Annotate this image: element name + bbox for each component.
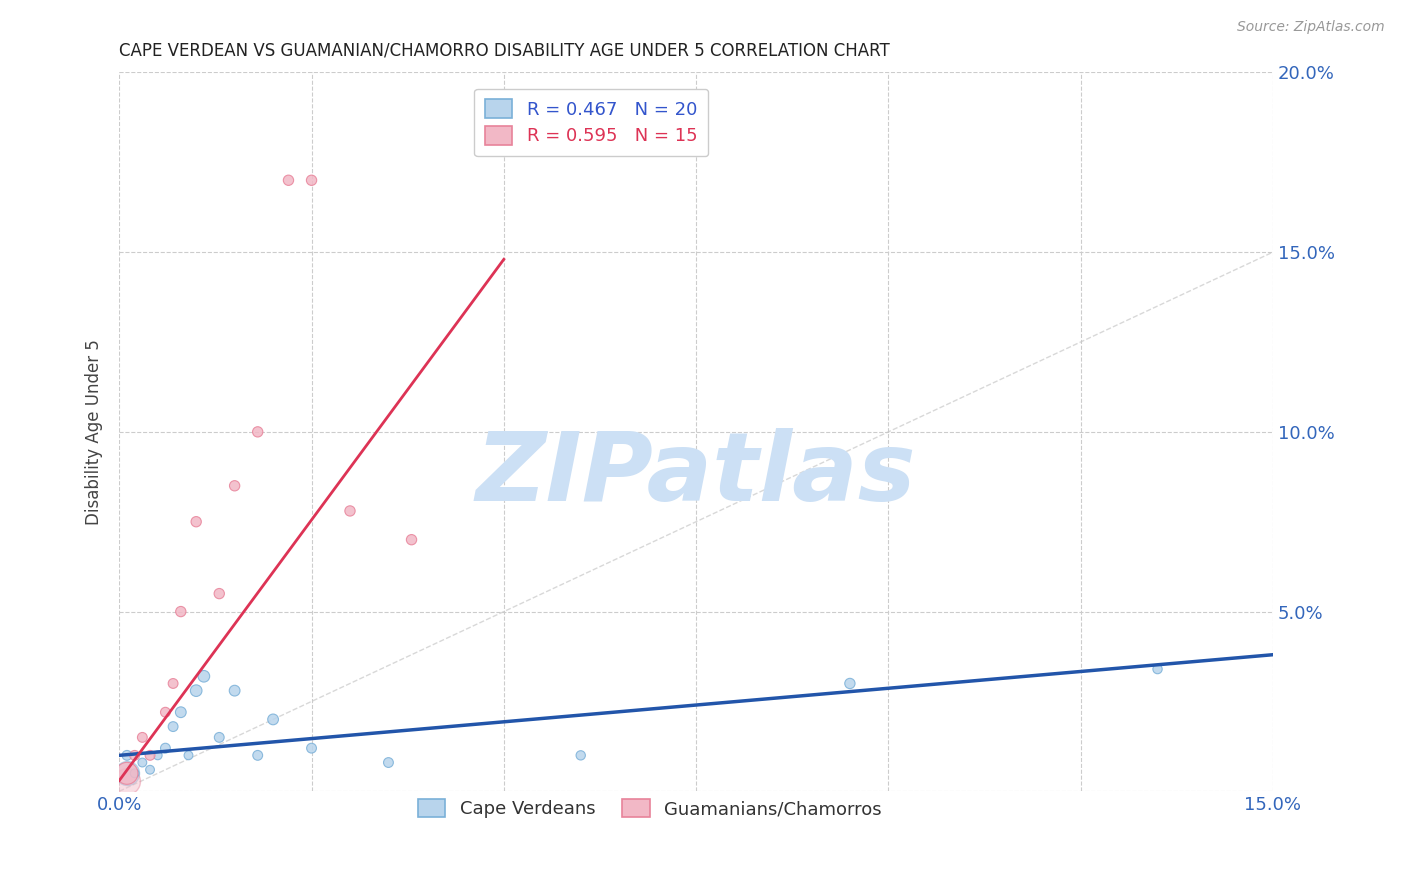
Point (115, 766, 138, 780)
Point (569, 748, 592, 763)
Text: Source: ZipAtlas.com: Source: ZipAtlas.com (1237, 20, 1385, 34)
Point (139, 763, 162, 777)
Point (115, 748, 138, 763)
Point (170, 605, 193, 619)
Point (186, 515, 208, 529)
Point (262, 713, 284, 727)
Point (155, 705, 177, 719)
Point (155, 741, 177, 756)
Point (193, 669, 215, 683)
Point (224, 683, 246, 698)
Point (139, 748, 162, 763)
Point (208, 731, 231, 745)
Point (115, 766, 138, 780)
Text: CAPE VERDEAN VS GUAMANIAN/CHAMORRO DISABILITY AGE UNDER 5 CORRELATION CHART: CAPE VERDEAN VS GUAMANIAN/CHAMORRO DISAB… (120, 42, 890, 60)
Y-axis label: Disability Age Under 5: Disability Age Under 5 (86, 339, 103, 524)
Point (401, 533, 423, 547)
Point (277, 173, 299, 187)
Point (124, 748, 146, 763)
Point (124, 766, 146, 780)
Point (115, 773, 138, 788)
Point (339, 504, 361, 518)
Point (177, 748, 200, 763)
Point (162, 676, 184, 690)
Text: ZIPatlas: ZIPatlas (475, 428, 917, 522)
Point (1146, 662, 1168, 676)
Point (246, 425, 269, 439)
Point (301, 173, 323, 187)
Point (224, 479, 246, 493)
Point (131, 731, 153, 745)
Point (377, 756, 399, 770)
Point (170, 705, 193, 719)
Point (146, 748, 169, 763)
Point (162, 720, 184, 734)
Point (131, 756, 153, 770)
Point (208, 586, 231, 600)
Legend: Cape Verdeans, Guamanians/Chamorros: Cape Verdeans, Guamanians/Chamorros (411, 791, 889, 825)
Point (838, 676, 860, 690)
Point (301, 741, 323, 756)
Point (246, 748, 269, 763)
Point (186, 683, 208, 698)
